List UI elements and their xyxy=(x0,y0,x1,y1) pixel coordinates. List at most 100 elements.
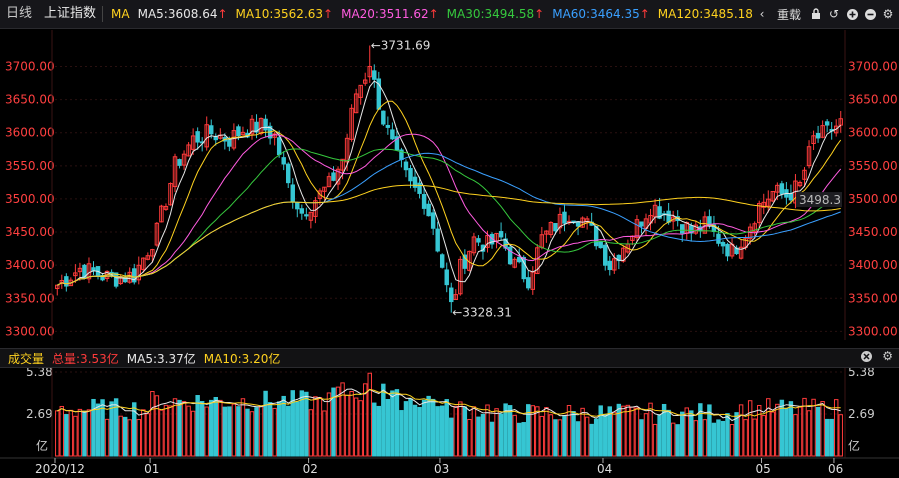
y-tick-left: 3400.00 xyxy=(5,258,55,272)
volume-bar xyxy=(322,410,327,457)
candle xyxy=(141,257,146,273)
volume-bar xyxy=(756,404,762,457)
volume-bar xyxy=(779,399,785,457)
volume-bar xyxy=(734,412,739,457)
volume-bar xyxy=(838,414,843,457)
candle xyxy=(362,72,368,86)
y-tick-left: 3650.00 xyxy=(5,93,55,107)
zoom-in-icon[interactable] xyxy=(845,7,859,21)
gear-icon[interactable]: ⚙ xyxy=(882,349,893,363)
candles xyxy=(55,45,843,313)
volume-bar xyxy=(616,403,622,457)
volume-bar xyxy=(811,398,816,457)
volume-bar xyxy=(489,421,495,457)
volume-bar xyxy=(607,406,612,457)
volume-bar xyxy=(299,390,305,457)
volume-bar xyxy=(245,408,250,457)
volume-bar xyxy=(358,400,363,457)
candle xyxy=(657,197,662,220)
tab-index-name[interactable]: 上证指数 xyxy=(44,6,97,21)
candle xyxy=(480,244,486,260)
volume-bar xyxy=(530,405,536,457)
volume-bar xyxy=(725,413,730,457)
y-tick-right: 3550.00 xyxy=(848,159,898,173)
candle xyxy=(707,209,712,229)
volume-bar xyxy=(73,415,78,457)
candle xyxy=(159,204,164,223)
volume-bar xyxy=(132,402,137,457)
volume-bar xyxy=(711,422,717,457)
volume-bar xyxy=(788,401,794,457)
volume-bar xyxy=(236,406,241,457)
volume-bar xyxy=(86,409,92,457)
volume-bar xyxy=(181,401,187,457)
candle xyxy=(331,166,336,182)
candle xyxy=(598,241,603,249)
low-annotation: ←3328.31 xyxy=(452,306,512,320)
volume-bar xyxy=(286,405,291,457)
tab-period-day[interactable]: 日线 xyxy=(6,6,33,21)
volume-bar xyxy=(462,406,468,457)
candle xyxy=(766,190,771,213)
lock-icon[interactable] xyxy=(809,7,823,21)
zoom-out-icon[interactable] xyxy=(863,7,877,21)
candle xyxy=(444,262,449,293)
up-arrow-icon: ↑ xyxy=(428,7,439,21)
candle xyxy=(353,88,359,114)
volume-bar xyxy=(340,382,345,457)
volume-bar xyxy=(199,401,205,457)
gear-icon[interactable]: ⚙ xyxy=(882,7,894,21)
candle xyxy=(634,215,640,242)
candle xyxy=(263,114,268,138)
indicator-name[interactable]: MA xyxy=(111,7,130,21)
last-price-badge xyxy=(796,192,842,208)
volume-bar xyxy=(521,422,526,457)
restore-button[interactable]: 重载 xyxy=(776,7,801,22)
x-tick-label: 06 xyxy=(828,462,843,476)
volume-bar xyxy=(91,398,96,457)
candle xyxy=(403,159,409,178)
volume-bar xyxy=(399,410,404,457)
volume-bar xyxy=(670,422,676,457)
close-icon[interactable] xyxy=(860,350,873,366)
candle xyxy=(394,128,400,152)
volume-bar xyxy=(439,405,445,457)
volume-bar xyxy=(621,405,626,457)
volume-bar xyxy=(566,405,572,457)
candle xyxy=(100,273,105,282)
x-tick-label: 02 xyxy=(303,462,318,476)
volume-bar xyxy=(729,424,735,457)
volume-bar xyxy=(593,418,599,457)
volume-bar xyxy=(571,410,576,457)
volume-bar xyxy=(453,405,459,457)
undo-icon[interactable]: ↺ xyxy=(828,7,840,21)
candle xyxy=(295,201,300,218)
volume-bar xyxy=(548,414,554,457)
volume-bar xyxy=(512,414,517,457)
volume-bar xyxy=(159,409,164,457)
candle xyxy=(512,257,517,269)
candle xyxy=(530,266,536,295)
candle xyxy=(779,180,785,199)
volume-bar xyxy=(290,390,295,457)
volume-title[interactable]: 成交量 xyxy=(8,351,45,366)
candle xyxy=(326,172,332,188)
candle xyxy=(181,150,187,170)
volume-bar xyxy=(82,410,87,457)
volume-bar xyxy=(716,419,721,457)
volume-bar xyxy=(304,391,309,457)
volume-bar xyxy=(430,398,436,457)
chevron-left-icon[interactable]: ‹ xyxy=(759,7,765,21)
up-arrow-icon: ↑ xyxy=(217,7,228,21)
candle xyxy=(168,182,173,206)
volume-bar xyxy=(820,401,825,457)
volume-bar xyxy=(381,383,386,457)
volume-bar xyxy=(494,408,499,457)
candle xyxy=(729,238,735,259)
candle xyxy=(64,273,69,292)
candle xyxy=(190,128,196,155)
volume-bar xyxy=(625,404,631,457)
last-price-label: 3498.3 xyxy=(799,193,841,207)
candle xyxy=(367,45,372,83)
